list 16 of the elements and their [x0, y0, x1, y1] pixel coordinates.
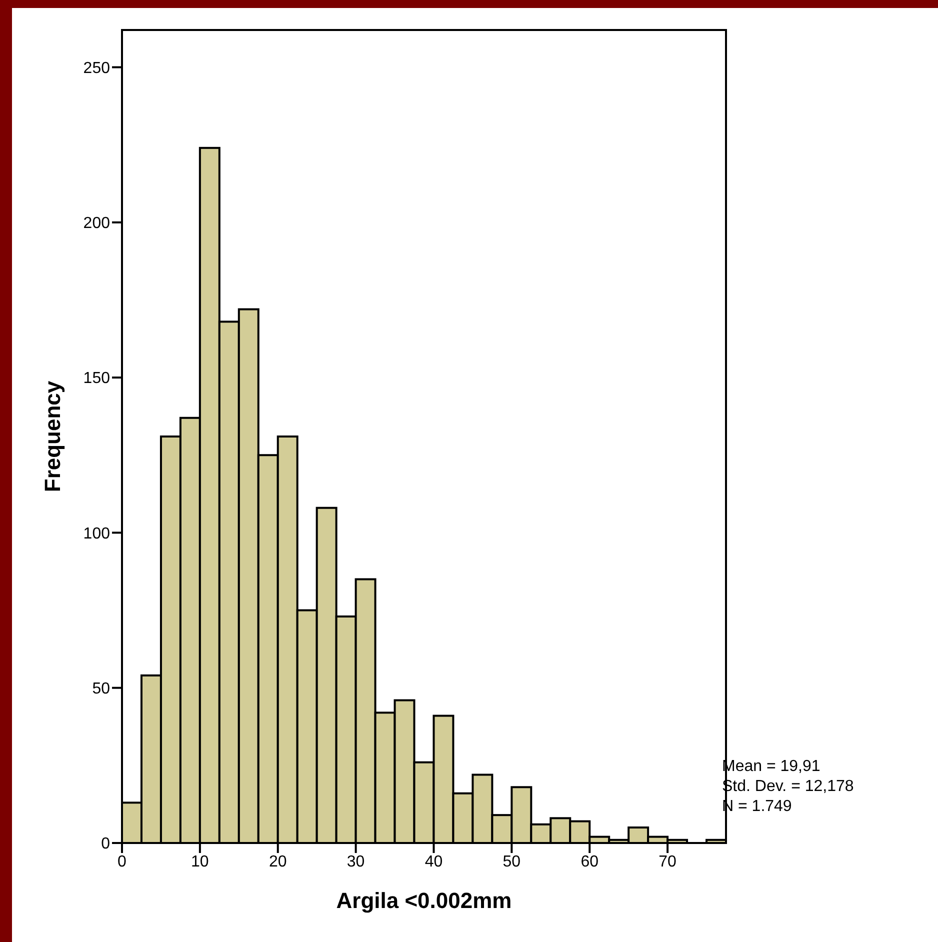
y-tick-label: 50	[92, 680, 110, 698]
x-tick-label: 70	[658, 853, 677, 870]
y-tick-label: 100	[83, 525, 110, 542]
x-tick-label: 0	[118, 853, 127, 870]
x-tick-label: 60	[580, 853, 599, 870]
x-tick-label: 20	[268, 853, 287, 870]
x-tick-label: 10	[191, 853, 209, 870]
x-axis-title: Argila <0.002mm	[336, 888, 512, 913]
y-axis-title: Frequency	[40, 380, 65, 492]
y-tick-label: 150	[83, 370, 110, 388]
x-tick-label: 40	[424, 853, 443, 870]
x-tick-label: 50	[502, 853, 521, 870]
y-tick-label: 200	[83, 215, 110, 232]
y-tick-label: 0	[101, 836, 110, 853]
y-tick-label: 250	[83, 60, 110, 77]
x-tick-label: 30	[346, 853, 365, 870]
